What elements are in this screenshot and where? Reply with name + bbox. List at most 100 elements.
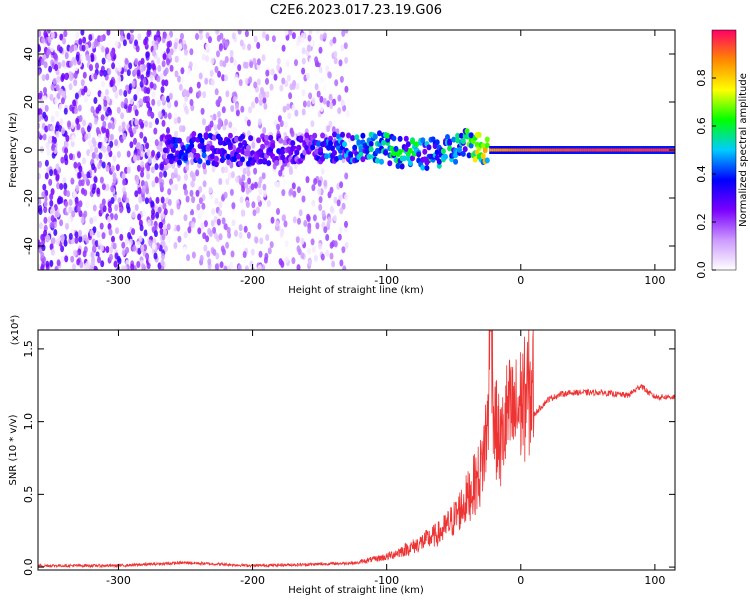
noise-cell bbox=[189, 99, 194, 106]
noise-cell bbox=[329, 252, 334, 260]
noise-cell bbox=[101, 161, 106, 169]
noise-cell bbox=[69, 74, 74, 82]
track-cell bbox=[381, 139, 387, 146]
noise-cell bbox=[245, 187, 250, 195]
noise-cell bbox=[237, 264, 242, 270]
colorbar-tick-label: 0.0 bbox=[695, 261, 708, 279]
noise-cell bbox=[276, 208, 280, 215]
noise-cell bbox=[67, 120, 71, 128]
noise-cell bbox=[329, 102, 334, 110]
noise-cell bbox=[209, 69, 214, 77]
noise-cell bbox=[214, 263, 219, 270]
track-cell bbox=[258, 158, 264, 165]
noise-cell bbox=[314, 83, 319, 91]
track-core bbox=[508, 148, 512, 152]
track-core bbox=[581, 148, 585, 152]
noise-cell bbox=[105, 246, 110, 253]
y-tick-label: 1.0 bbox=[22, 413, 35, 431]
track-core bbox=[507, 148, 510, 152]
noise-cell bbox=[78, 235, 83, 243]
noise-cell bbox=[318, 242, 322, 250]
noise-cell bbox=[151, 149, 156, 157]
noise-cell bbox=[183, 214, 188, 222]
noise-cell bbox=[49, 193, 54, 201]
noise-cell bbox=[83, 234, 88, 242]
noise-cell bbox=[136, 261, 141, 268]
noise-cell bbox=[219, 59, 224, 67]
noise-cell bbox=[229, 49, 234, 57]
track-cell bbox=[316, 140, 322, 147]
track-cell bbox=[476, 131, 482, 138]
noise-cell bbox=[82, 119, 87, 127]
noise-cell bbox=[259, 237, 264, 245]
noise-cell bbox=[148, 63, 152, 70]
track-core bbox=[640, 148, 644, 152]
noise-cell bbox=[133, 155, 137, 162]
noise-cell bbox=[313, 254, 318, 262]
noise-cell bbox=[307, 226, 312, 234]
noise-cell bbox=[269, 241, 274, 249]
noise-cell bbox=[205, 43, 210, 51]
noise-cell bbox=[121, 121, 126, 129]
track-cell bbox=[420, 164, 426, 171]
noise-cell bbox=[191, 196, 196, 204]
track-cell bbox=[447, 140, 453, 147]
noise-cell bbox=[81, 53, 86, 61]
noise-cell bbox=[100, 244, 104, 252]
noise-cell bbox=[256, 42, 261, 49]
noise-cell bbox=[122, 178, 127, 186]
noise-cell bbox=[290, 130, 295, 138]
track-cell bbox=[354, 134, 360, 141]
noise-cell bbox=[339, 207, 344, 215]
noise-cell bbox=[203, 244, 208, 252]
noise-cell bbox=[151, 90, 156, 98]
colorbar-tick-label: 0.2 bbox=[695, 213, 708, 231]
noise-cell bbox=[188, 61, 193, 69]
noise-cell bbox=[80, 30, 85, 36]
noise-cell bbox=[228, 121, 233, 129]
noise-cell bbox=[56, 238, 61, 246]
noise-cell bbox=[50, 115, 55, 123]
noise-cell bbox=[97, 162, 102, 170]
noise-cell bbox=[42, 111, 47, 119]
noise-cell bbox=[38, 160, 42, 168]
noise-cell bbox=[74, 92, 79, 100]
noise-cell bbox=[221, 74, 226, 82]
noise-cell bbox=[217, 110, 221, 118]
track-core bbox=[573, 148, 577, 152]
noise-cell bbox=[74, 107, 78, 115]
noise-cell bbox=[294, 109, 299, 117]
noise-cell bbox=[123, 265, 128, 270]
track-core bbox=[654, 148, 658, 152]
noise-cell bbox=[169, 178, 173, 186]
track-cell bbox=[410, 155, 415, 162]
noise-cell bbox=[159, 72, 164, 80]
track-cell bbox=[173, 142, 178, 149]
noise-cell bbox=[75, 184, 80, 192]
track-cell bbox=[416, 151, 422, 158]
track-cell bbox=[424, 165, 430, 171]
noise-cell bbox=[131, 80, 136, 88]
noise-cell bbox=[90, 55, 95, 63]
noise-cell bbox=[121, 241, 126, 249]
noise-cell bbox=[137, 213, 142, 221]
noise-cell bbox=[92, 204, 97, 212]
noise-cell bbox=[43, 87, 47, 94]
noise-cell bbox=[162, 202, 167, 210]
noise-cell bbox=[341, 30, 346, 37]
track-cell bbox=[372, 133, 378, 140]
noise-cell bbox=[75, 199, 80, 207]
noise-cell bbox=[211, 208, 216, 216]
track-cell bbox=[189, 142, 195, 149]
track-cell bbox=[264, 134, 270, 141]
noise-cell bbox=[288, 92, 293, 100]
noise-cell bbox=[76, 258, 81, 266]
noise-cell bbox=[295, 236, 300, 244]
noise-cell bbox=[72, 249, 77, 257]
noise-cell bbox=[79, 261, 84, 269]
noise-cell bbox=[61, 60, 66, 67]
noise-cell bbox=[120, 101, 125, 109]
track-cell bbox=[360, 132, 366, 139]
noise-cell bbox=[184, 188, 188, 196]
noise-cell bbox=[306, 100, 311, 108]
